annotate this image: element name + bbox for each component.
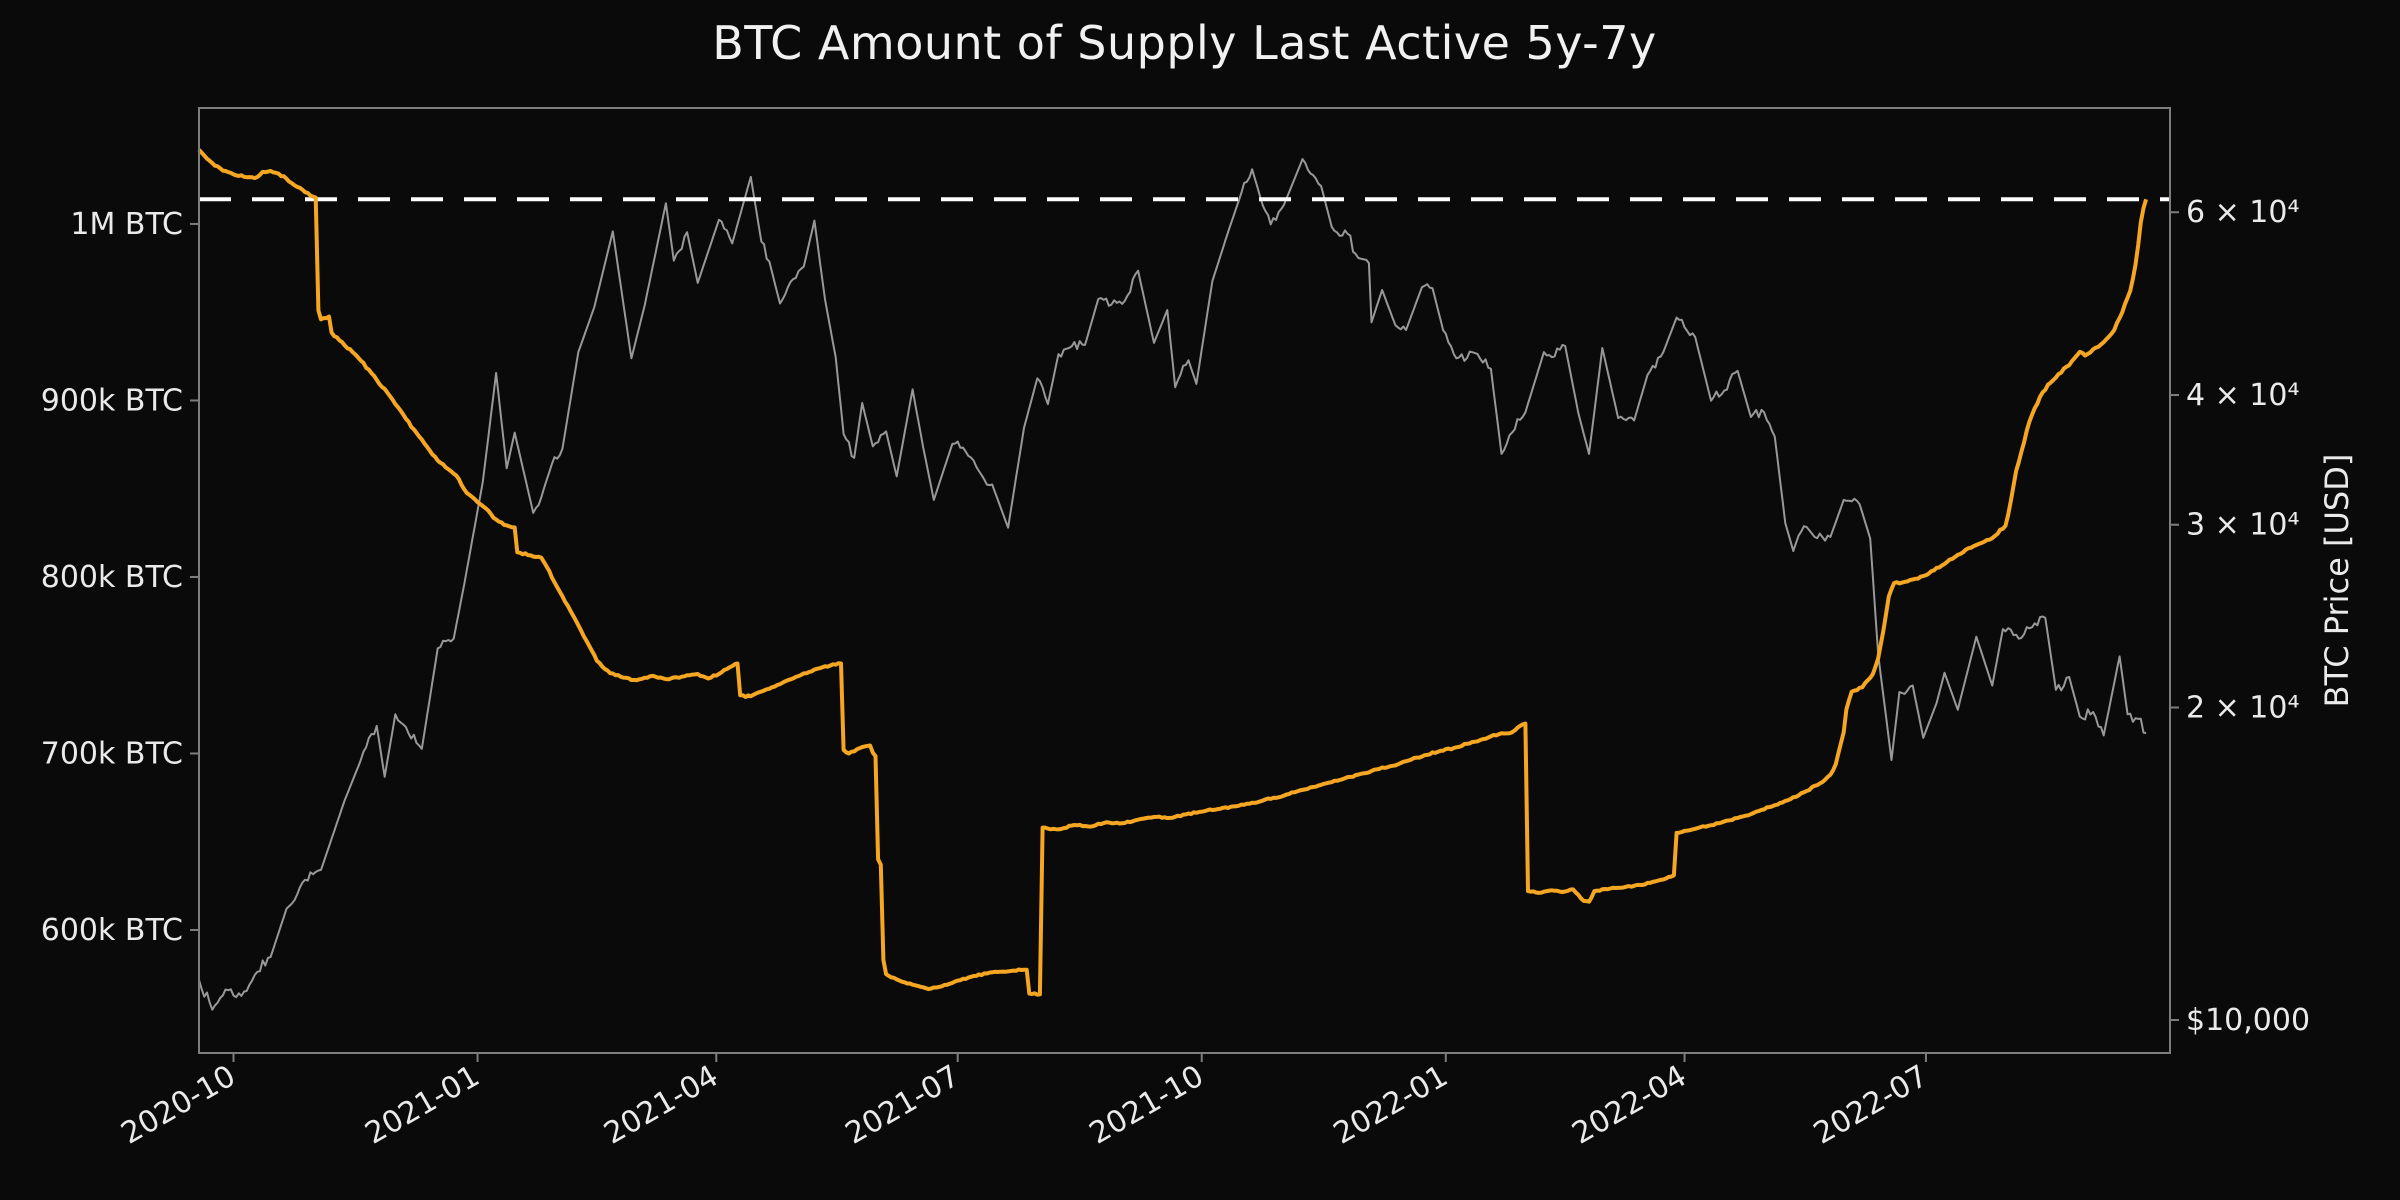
- x-axis-tick-label: 2021-10: [1084, 1059, 1210, 1152]
- x-axis-tick-label: 2022-01: [1328, 1059, 1454, 1152]
- x-axis-tick-label: 2021-04: [598, 1059, 724, 1152]
- left-axis-tick-label: 900k BTC: [41, 383, 183, 418]
- page-title: BTC Amount of Supply Last Active 5y-7y: [712, 16, 1657, 70]
- plot-border: [198, 107, 2171, 1054]
- left-axis-tick-label: 600k BTC: [41, 913, 183, 948]
- left-axis-tick-label: 800k BTC: [41, 560, 183, 595]
- plot-area[interactable]: [199, 108, 2170, 1053]
- supply-series-line: [197, 148, 2149, 997]
- right-axis-tick-label: $10,000: [2186, 1003, 2310, 1038]
- right-axis-tick-label: 3 × 10⁴: [2186, 508, 2300, 543]
- x-axis-tick-label: 2022-04: [1566, 1059, 1692, 1152]
- right-axis-tick-label: 6 × 10⁴: [2186, 195, 2300, 230]
- x-axis-tick-label: 2021-07: [840, 1059, 966, 1152]
- right-axis-title: BTC Price [USD]: [2318, 454, 2356, 708]
- x-axis-tick-label: 2020-10: [115, 1059, 241, 1152]
- left-axis-tick-label: 1M BTC: [70, 207, 183, 242]
- price-series-line: [198, 158, 2147, 1011]
- right-axis-tick-label: 2 × 10⁴: [2186, 691, 2300, 726]
- left-axis-tick-label: 700k BTC: [41, 736, 183, 771]
- x-axis-tick-label: 2021-01: [359, 1059, 485, 1152]
- x-axis-tick-label: 2022-07: [1808, 1059, 1934, 1152]
- right-axis-tick-label: 4 × 10⁴: [2186, 378, 2300, 413]
